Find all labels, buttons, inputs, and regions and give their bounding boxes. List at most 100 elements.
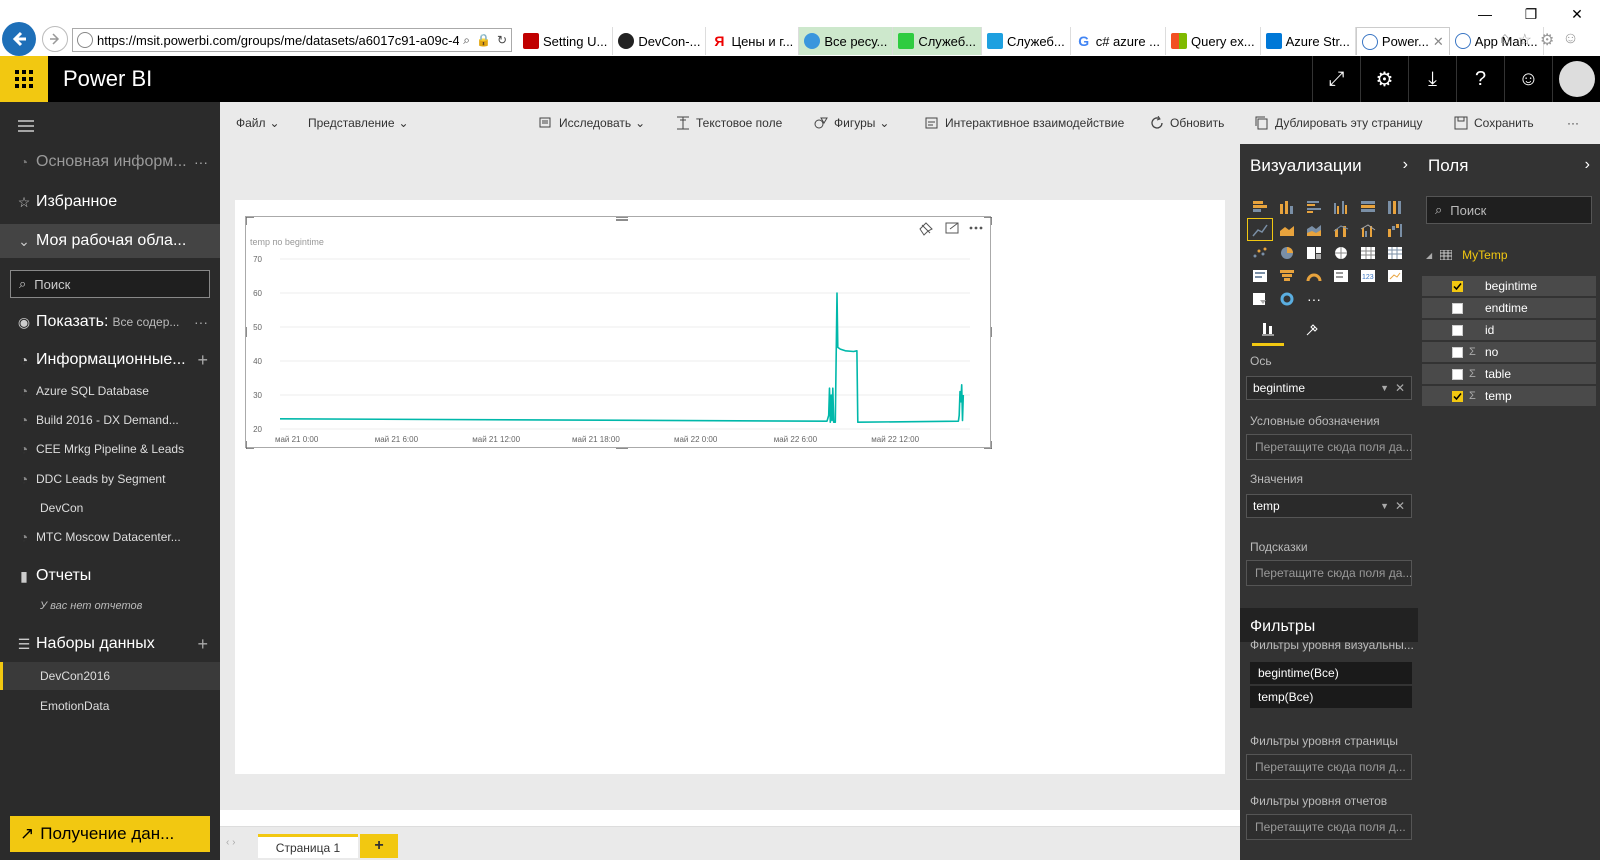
fields-tab[interactable] [1252, 314, 1284, 346]
dashboard-item[interactable]: ◔ Build 2016 - DX Demand... [0, 409, 220, 431]
more-icon[interactable]: ··· [194, 314, 208, 330]
report-page[interactable]: 20 30 40 50 60 70 май 21 0:00 май 21 6:00 май 21… [235, 200, 1225, 774]
download-icon[interactable]: ⤓ [1408, 56, 1456, 102]
remove-field-icon[interactable]: ✕ [1394, 499, 1405, 513]
multi-row-card-icon[interactable] [1329, 265, 1353, 286]
gear-icon[interactable]: ⚙ [1360, 56, 1408, 102]
nav-main-info[interactable]: ◔ Основная информ... ··· [0, 148, 220, 176]
address-bar[interactable]: https://msit.powerbi.com/groups/me/datas… [72, 28, 512, 52]
more-icon[interactable]: ··· [194, 154, 208, 170]
kpi-icon[interactable] [1383, 265, 1407, 286]
axis-well-field[interactable]: begintime ▼ ✕ [1246, 376, 1412, 400]
chevron-down-icon[interactable]: ▼ [1380, 383, 1389, 393]
chevron-right-icon[interactable]: › [1402, 156, 1408, 173]
page-tab[interactable]: Страница 1 [258, 834, 358, 858]
nav-search-input[interactable]: ⌕ Поиск [10, 270, 210, 298]
interactions-button[interactable]: Интерактивное взаимодействие [925, 116, 1124, 130]
add-page-button[interactable]: + [360, 834, 398, 858]
browser-tab[interactable]: DevCon-... [613, 27, 707, 55]
format-tab[interactable] [1296, 314, 1328, 346]
clustered-column-icon[interactable] [1329, 196, 1353, 217]
scroll-left-icon[interactable]: ‹ › [226, 837, 236, 848]
fullscreen-icon[interactable]: ⤢ [1312, 56, 1360, 102]
save-button[interactable]: Сохранить [1454, 116, 1534, 130]
dashboard-item[interactable]: ◔ DDC Leads by Segment [0, 468, 220, 490]
more-options-button[interactable]: ··· [1567, 116, 1579, 130]
card-icon[interactable]: 123 [1356, 265, 1380, 286]
checkbox-icon[interactable] [1452, 324, 1463, 336]
area-chart-icon[interactable] [1275, 219, 1299, 240]
matrix-icon[interactable] [1383, 242, 1407, 263]
checkbox-icon[interactable] [1452, 368, 1463, 380]
restore-button[interactable]: ❐ [1524, 5, 1538, 22]
add-icon[interactable]: + [197, 633, 208, 654]
forward-button[interactable] [42, 26, 68, 52]
gauge-icon[interactable] [1302, 265, 1326, 286]
treemap-icon[interactable] [1302, 242, 1326, 263]
chevron-down-icon[interactable]: ▼ [1380, 501, 1389, 511]
pie-icon[interactable] [1275, 242, 1299, 263]
checkbox-checked-icon[interactable] [1452, 280, 1463, 292]
line-column-icon[interactable] [1329, 219, 1353, 240]
nav-reports-header[interactable]: ▮ Отчеты [0, 562, 220, 590]
smiley-icon[interactable]: ☺ [1562, 30, 1579, 47]
browser-tab[interactable]: Query ex... [1166, 27, 1261, 55]
refresh-button[interactable]: Обновить [1150, 116, 1224, 130]
line-chart-visual[interactable]: 20 30 40 50 60 70 май 21 0:00 май 21 6:00 май 21… [245, 216, 992, 449]
app-launcher-button[interactable] [0, 56, 48, 102]
filter-chip[interactable]: begintime(Все) [1250, 662, 1412, 684]
fields-search-input[interactable]: ⌕ Поиск [1426, 196, 1592, 224]
nav-show-filter[interactable]: ◉ Показать: Все содер... ··· [0, 308, 220, 336]
line-clustered-column-icon[interactable] [1356, 219, 1380, 240]
file-menu[interactable]: Файл ⌄ [236, 116, 280, 130]
filter-chip[interactable]: temp(Все) [1250, 686, 1412, 708]
stacked-area-icon[interactable] [1302, 219, 1326, 240]
back-button[interactable] [2, 22, 36, 56]
field-item[interactable]: id [1422, 320, 1596, 340]
minimize-button[interactable]: — [1478, 6, 1492, 22]
field-item[interactable]: endtime [1422, 298, 1596, 318]
browser-tab[interactable]: Setting U... [518, 27, 614, 55]
stacked-bar-icon[interactable] [1248, 196, 1272, 217]
100-column-icon[interactable] [1383, 196, 1407, 217]
scatter-icon[interactable] [1248, 242, 1272, 263]
table-icon[interactable] [1356, 242, 1380, 263]
checkbox-icon[interactable] [1452, 346, 1463, 358]
dashboard-item[interactable]: ◔ MTC Moscow Datacenter... [0, 526, 220, 548]
values-well-field[interactable]: temp ▼ ✕ [1246, 494, 1412, 518]
profile-button[interactable] [1552, 56, 1600, 102]
browser-tab-active[interactable]: Power... ✕ [1355, 27, 1450, 55]
add-icon[interactable]: + [197, 349, 208, 370]
map-icon[interactable] [1329, 242, 1353, 263]
slicer-icon[interactable] [1248, 288, 1272, 309]
funnel-icon[interactable] [1275, 265, 1299, 286]
nav-dashboards-header[interactable]: ◔ Информационные... + [0, 346, 220, 374]
checkbox-icon[interactable] [1452, 302, 1463, 314]
waterfall-icon[interactable] [1383, 219, 1407, 240]
legend-drop-zone[interactable]: Перетащите сюда поля да... [1246, 434, 1412, 460]
clustered-bar-icon[interactable] [1302, 196, 1326, 217]
browser-tab[interactable]: Служеб... [982, 27, 1071, 55]
more-visuals-icon[interactable]: ··· [1307, 290, 1321, 307]
nav-favorites[interactable]: ☆ Избранное [0, 188, 220, 216]
100-bar-icon[interactable] [1356, 196, 1380, 217]
star-icon[interactable]: ☆ [1517, 32, 1533, 49]
dataset-item-active[interactable]: DevCon2016 [0, 662, 220, 690]
browser-tab[interactable]: App Man... [1450, 27, 1544, 55]
dashboard-item[interactable]: ◔ CEE Mrkg Pipeline & Leads [0, 438, 220, 460]
chevron-right-icon[interactable]: › [1584, 156, 1590, 173]
duplicate-page-button[interactable]: Дублировать эту страницу [1255, 116, 1423, 130]
home-icon[interactable]: ⌂ [1500, 30, 1510, 47]
explore-menu[interactable]: Исследовать ⌄ [539, 116, 645, 130]
shapes-menu[interactable]: Фигуры ⌄ [814, 116, 889, 130]
table-node[interactable]: ◢ MyTemp [1426, 248, 1508, 262]
gear-icon[interactable]: ⚙ [1540, 32, 1555, 49]
dataset-item[interactable]: EmotionData [0, 692, 220, 720]
feedback-smiley-icon[interactable]: ☺ [1504, 56, 1552, 102]
browser-tab[interactable]: Служеб... [893, 27, 983, 55]
nav-workspace[interactable]: ⌄ Моя рабочая обла... [0, 224, 220, 258]
nav-collapse-button[interactable] [0, 116, 220, 136]
